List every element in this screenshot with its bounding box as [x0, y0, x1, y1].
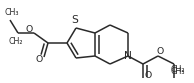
Text: O: O [35, 56, 43, 64]
Text: S: S [72, 15, 78, 25]
Text: O: O [156, 46, 164, 56]
Text: N: N [124, 51, 132, 61]
Text: O: O [25, 24, 33, 34]
Text: CH₃: CH₃ [171, 67, 185, 77]
Text: CH₂: CH₂ [9, 37, 23, 45]
Text: CH₂: CH₂ [171, 65, 185, 75]
Text: CH₃: CH₃ [5, 7, 19, 17]
Text: O: O [144, 70, 152, 80]
